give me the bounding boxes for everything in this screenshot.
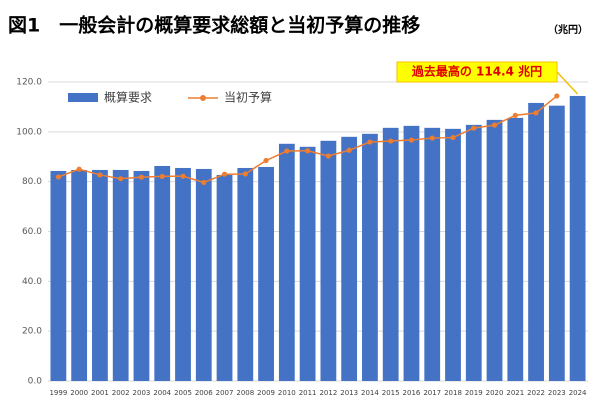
bar: [507, 117, 524, 381]
bar: [486, 119, 503, 381]
line-marker: [450, 134, 456, 141]
line-marker: [159, 173, 165, 180]
bar: [320, 140, 337, 381]
x-tick-label: 2018: [444, 389, 462, 397]
line-marker: [346, 147, 352, 153]
line-marker: [263, 157, 269, 164]
line-marker: [512, 112, 518, 118]
bar: [216, 174, 233, 381]
x-tick-label: 2004: [153, 389, 171, 397]
line-marker: [325, 153, 331, 159]
y-tick-label: 100.0: [16, 127, 42, 137]
bar: [362, 133, 378, 381]
x-tick-label: 2001: [91, 389, 109, 397]
line-marker: [471, 125, 477, 131]
bar: [528, 102, 544, 382]
line-marker: [367, 139, 373, 145]
x-tick-label: 2013: [340, 389, 358, 397]
legend-label: 当初予算: [224, 90, 272, 105]
bar: [133, 170, 150, 381]
x-tick-label: 2024: [569, 389, 587, 397]
x-tick-label: 2011: [299, 389, 317, 397]
x-tick-label: 2016: [403, 389, 421, 397]
legend-swatch: [200, 95, 206, 101]
x-tick-label: 2010: [278, 389, 296, 397]
bar: [258, 166, 274, 381]
line-marker: [533, 110, 539, 116]
chart-title: 図1 一般会計の概算要求総額と当初予算の推移: [8, 14, 420, 37]
line-marker: [408, 137, 415, 143]
x-tick-label: 2008: [236, 389, 254, 397]
line-marker: [97, 172, 103, 178]
line-marker: [180, 173, 186, 179]
bar: [71, 169, 88, 381]
x-tick-label: 2022: [527, 389, 545, 397]
bar: [112, 169, 129, 381]
bar: [195, 168, 212, 381]
line-marker: [388, 138, 394, 144]
y-tick-label: 60.0: [22, 227, 42, 237]
bar: [382, 127, 399, 381]
unit-label: （兆円）: [548, 23, 588, 36]
annotation: 過去最高の 114.4 兆円: [411, 64, 542, 79]
x-tick-label: 2020: [486, 389, 504, 397]
x-tick-label: 2006: [195, 389, 213, 397]
line-marker: [221, 171, 228, 177]
bar: [278, 143, 295, 381]
line-marker: [554, 93, 560, 99]
x-tick-label: 2000: [70, 389, 88, 397]
line-marker: [305, 148, 311, 154]
line-marker: [55, 174, 61, 180]
x-tick-label: 2021: [506, 389, 524, 397]
y-tick-label: 0.0: [28, 377, 43, 387]
bar: [92, 169, 108, 381]
x-tick-label: 1999: [49, 389, 67, 397]
annotation-leader: [556, 71, 579, 95]
x-tick-label: 2005: [174, 389, 192, 397]
x-tick-label: 2017: [423, 389, 441, 397]
legend-label: 概算要求: [104, 90, 152, 105]
x-tick-label: 2019: [465, 389, 483, 397]
bar: [50, 170, 67, 381]
legend-swatch: [68, 93, 98, 102]
line-marker: [284, 148, 290, 154]
bar: [403, 125, 420, 381]
bar: [175, 167, 191, 381]
x-tick-label: 2002: [112, 389, 130, 397]
x-tick-label: 2003: [133, 389, 151, 397]
bar: [341, 136, 358, 381]
bar: [299, 146, 316, 381]
line-marker: [242, 171, 248, 177]
x-tick-label: 2014: [361, 389, 379, 397]
x-tick-label: 2009: [257, 389, 275, 397]
bar: [424, 127, 441, 381]
y-tick-label: 20.0: [22, 327, 42, 337]
line-marker: [138, 174, 145, 180]
x-tick-label: 2015: [382, 389, 400, 397]
bar: [569, 95, 586, 381]
line-marker: [491, 122, 498, 128]
x-tick-label: 2023: [548, 389, 566, 397]
x-tick-label: 2007: [216, 389, 234, 397]
bar: [237, 167, 254, 381]
bar: [445, 128, 461, 381]
bar: [548, 105, 565, 381]
line-marker: [201, 179, 207, 186]
line-marker: [429, 135, 435, 141]
y-tick-label: 120.0: [16, 78, 42, 88]
y-tick-label: 80.0: [22, 177, 42, 187]
bar: [154, 165, 171, 381]
x-tick-label: 2012: [319, 389, 337, 397]
line-marker: [76, 166, 82, 172]
y-tick-label: 40.0: [22, 277, 42, 287]
bar: [465, 124, 482, 382]
line-marker: [118, 176, 124, 182]
